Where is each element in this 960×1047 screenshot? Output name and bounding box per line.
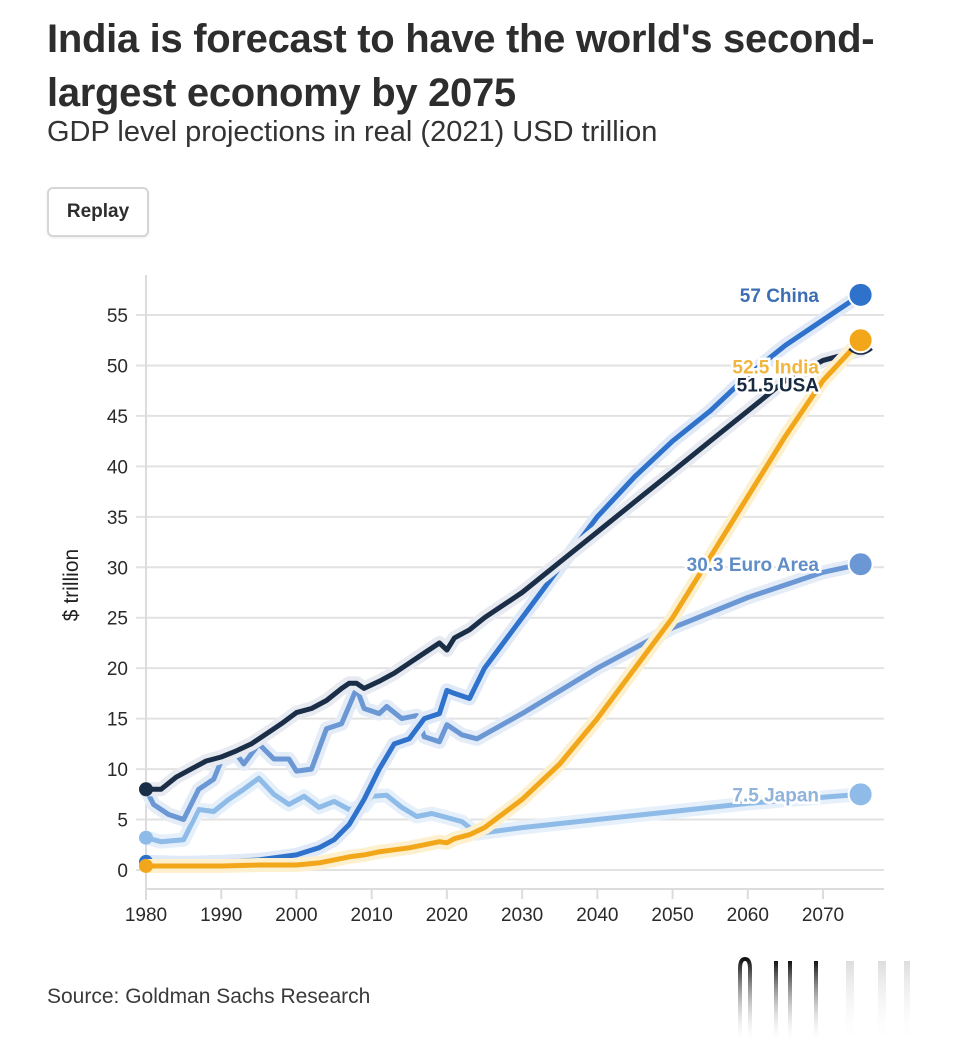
series-line-india: [143, 337, 864, 869]
x-tick-label: 1990: [200, 905, 242, 926]
x-tick-label: 2070: [802, 905, 844, 926]
y-tick-label: 35: [107, 508, 128, 529]
end-label-japan: 7.5 Japan: [732, 785, 819, 806]
series-lines: [139, 287, 868, 873]
y-tick-label: 50: [107, 356, 128, 377]
y-tick-label: 10: [107, 760, 128, 781]
gridlines: [136, 314, 884, 871]
end-label-usa: 51.5 USA: [737, 376, 820, 397]
chart-title: India is forecast to have the world's se…: [47, 17, 875, 115]
y-axis-label: $ trillion: [60, 549, 83, 621]
end-marker-euro-area: [847, 551, 874, 578]
series-line-usa: [143, 347, 864, 792]
x-tick-label: 2010: [351, 905, 393, 926]
y-tick-label: 30: [107, 558, 128, 579]
y-tick-label: 15: [107, 710, 128, 731]
x-tick-label: 2020: [426, 905, 468, 926]
x-tick-label: 2000: [275, 905, 317, 926]
end-label-india: 52.5 India: [732, 357, 819, 378]
line-chart: 0 5 10 15 20 25 30 35 40 45 50 55 1980 1990 2000 2010 20…: [60, 275, 884, 926]
chart-subtitle: GDP level projections in real (2021) USD…: [47, 116, 658, 148]
x-tick-label: 2050: [651, 905, 693, 926]
x-tick-label: 2060: [727, 905, 769, 926]
x-tick-label: 1980: [125, 905, 167, 926]
end-labels: 7.5 Japan 30.3 Euro Area 57 China 51.5 USA5…: [684, 281, 874, 809]
end-marker-india: [847, 327, 874, 354]
end-label-euro-area: 30.3 Euro Area: [687, 555, 820, 576]
y-tick-label: 45: [107, 407, 128, 428]
series-start-marker-japan: [139, 830, 153, 845]
x-tick-label: 2030: [501, 905, 543, 926]
source-note: Source: Goldman Sachs Research: [47, 985, 371, 1008]
series-line-china: [143, 292, 864, 866]
series-start-marker-india: [139, 858, 153, 873]
x-tick-label: 2040: [576, 905, 618, 926]
y-tick-label: 0: [117, 861, 128, 882]
y-tick-label: 5: [117, 811, 128, 832]
end-marker-japan: [847, 781, 874, 808]
y-tick-label: 55: [107, 306, 128, 327]
watermark-logo: [738, 956, 910, 1045]
replay-button[interactable]: Replay: [47, 187, 149, 237]
end-marker-china: [847, 281, 874, 308]
y-tick-label: 25: [107, 609, 128, 630]
y-tick-label: 40: [107, 457, 128, 478]
series-start-marker-usa: [139, 782, 153, 797]
y-tick-label: 20: [107, 659, 128, 680]
axes: 0 5 10 15 20 25 30 35 40 45 50 55 1980 1990 2000 2010 20…: [107, 275, 884, 926]
end-label-china: 57 China: [740, 286, 820, 307]
